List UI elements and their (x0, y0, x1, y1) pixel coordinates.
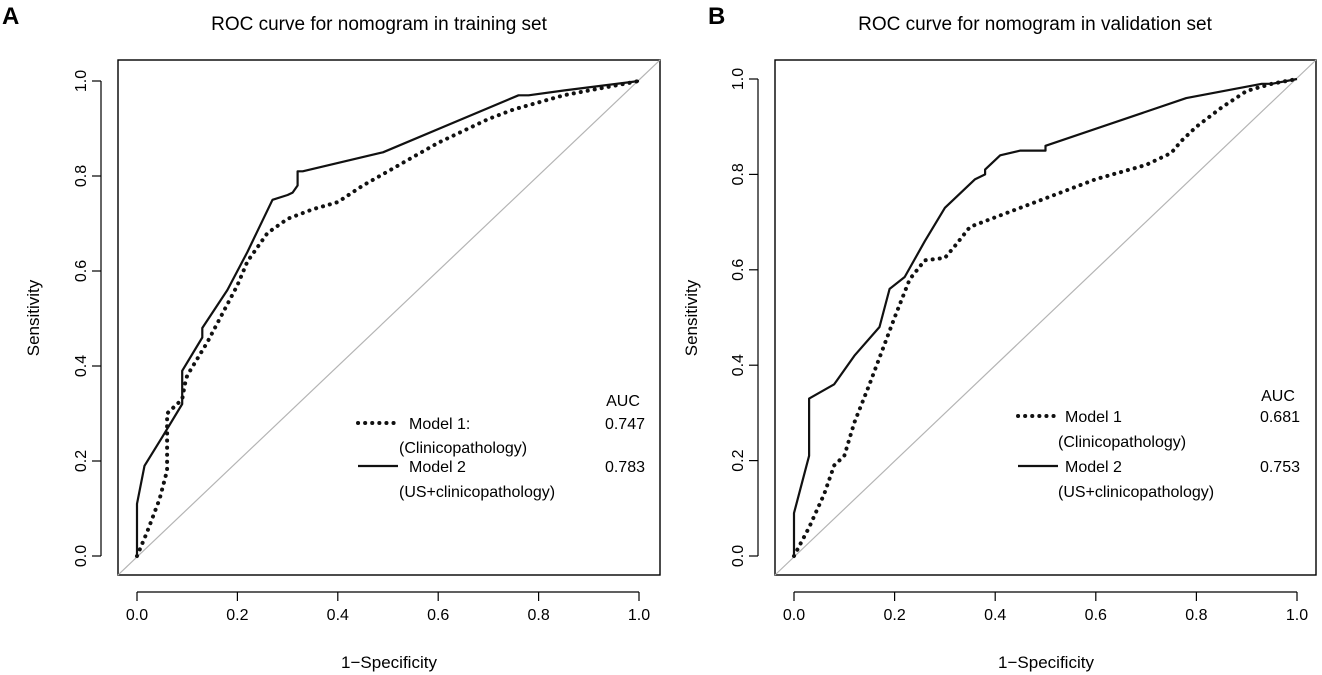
plot-frame-a (117, 59, 661, 576)
x-tick-label-a: 0.4 (327, 607, 349, 624)
legend-label-model2-b: Model 2 (1065, 459, 1122, 476)
x-tick-label-a: 0.2 (226, 607, 248, 624)
chart-title-a: ROC curve for nomogram in training set (211, 14, 548, 35)
x-tick-label-a: 0.0 (126, 607, 148, 624)
panel-b: B ROC curve for nomogram in validation s… (682, 3, 1317, 672)
y-axis-a: 0.0 0.2 0.4 0.6 0.8 1.0 (73, 70, 102, 567)
y-axis-label-a: Sensitivity (24, 279, 43, 356)
panel-letter-a: A (2, 3, 19, 30)
x-axis-b: 0.0 0.2 0.4 0.6 0.8 1.0 (783, 591, 1308, 624)
legend-sublabel-model2-a: (US+clinicopathology) (399, 484, 555, 501)
y-tick-label-b: 0.8 (730, 163, 747, 185)
x-axis-label-a: 1−Specificity (341, 653, 437, 672)
model2-roc-curve-a (135, 79, 640, 556)
y-tick-label-a: 0.8 (73, 165, 90, 187)
legend-a: AUC Model 1: (Clinicopathology) 0.747 Mo… (356, 393, 645, 501)
legend-sublabel-model2-b: (US+clinicopathology) (1058, 484, 1214, 501)
y-tick-label-b: 0.2 (730, 449, 747, 471)
chart-title-b: ROC curve for nomogram in validation set (858, 14, 1212, 35)
panel-a: A ROC curve for nomogram in training set… (2, 3, 661, 672)
y-tick-label-a: 0.0 (73, 545, 90, 567)
legend-header-a: AUC (606, 393, 640, 410)
y-tick-label-b: 1.0 (730, 68, 747, 90)
legend-label-model2-a: Model 2 (409, 459, 466, 476)
plot-frame-b (774, 59, 1317, 576)
y-axis-label-b: Sensitivity (682, 279, 701, 356)
series-group-a (135, 79, 641, 558)
series-group-b (792, 77, 1299, 558)
x-tick-label-b: 0.8 (1185, 607, 1207, 624)
model1-roc-curve-a (135, 79, 641, 558)
x-tick-label-b: 0.6 (1085, 607, 1107, 624)
legend-auc-model1-b: 0.681 (1260, 409, 1300, 426)
legend-b: AUC Model 1 (Clinicopathology) 0.681 Mod… (1016, 388, 1300, 501)
y-tick-label-a: 0.6 (73, 260, 90, 282)
y-tick-label-a: 0.2 (73, 450, 90, 472)
x-tick-label-a: 0.8 (527, 607, 549, 624)
legend-label-model1-a: Model 1: (409, 416, 470, 433)
y-tick-label-b: 0.4 (730, 354, 747, 376)
x-tick-label-a: 1.0 (628, 607, 650, 624)
x-tick-label-b: 0.2 (883, 607, 905, 624)
x-axis-label-b: 1−Specificity (998, 653, 1094, 672)
y-axis-b: 0.0 0.2 0.4 0.6 0.8 1.0 (730, 68, 759, 567)
model2-roc-curve-b (792, 77, 1298, 556)
panel-letter-b: B (708, 3, 725, 30)
legend-sublabel-model1-b: (Clinicopathology) (1058, 434, 1186, 451)
x-tick-label-b: 0.0 (783, 607, 805, 624)
x-tick-label-b: 1.0 (1286, 607, 1308, 624)
legend-auc-model2-b: 0.753 (1260, 459, 1300, 476)
legend-label-model1-b: Model 1 (1065, 409, 1122, 426)
legend-sublabel-model1-a: (Clinicopathology) (399, 440, 527, 457)
x-tick-label-b: 0.4 (984, 607, 1006, 624)
x-tick-label-a: 0.6 (427, 607, 449, 624)
reference-diagonal-b (774, 59, 1317, 576)
reference-diagonal-a (117, 59, 661, 576)
legend-auc-model1-a: 0.747 (605, 416, 645, 433)
legend-header-b: AUC (1261, 388, 1295, 405)
y-tick-label-b: 0.6 (730, 259, 747, 281)
y-tick-label-b: 0.0 (730, 545, 747, 567)
x-axis-a: 0.0 0.2 0.4 0.6 0.8 1.0 (126, 591, 650, 624)
y-tick-label-a: 1.0 (73, 70, 90, 92)
legend-auc-model2-a: 0.783 (605, 459, 645, 476)
y-tick-label-a: 0.4 (73, 355, 90, 377)
